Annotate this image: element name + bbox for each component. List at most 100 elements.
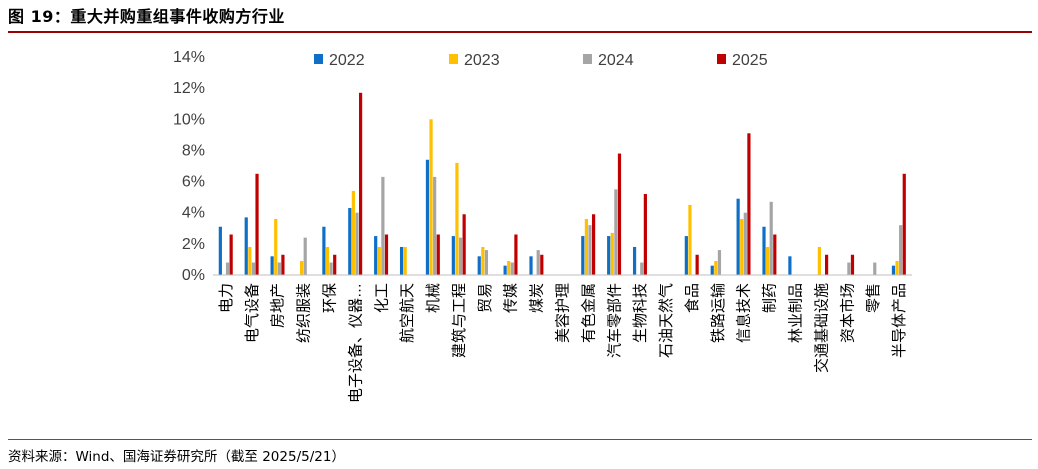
bar-chart: 0% 2% 4% 6% 8% 10% 12% 14% 电力 电气设备 房地产 纺织服装 环保 电子设备、… [173,49,912,403]
bar-2024 [277,262,281,275]
bar-2025 [333,254,337,275]
figure-title: 图 19：重大并购重组事件收购方行业 [8,7,285,26]
bar-2024 [225,262,230,275]
bar-2024 [769,201,773,275]
bar-2025 [617,153,622,275]
y-axis: 0% 2% 4% 6% 8% 10% 12% 14% [173,49,205,284]
x-tick-label: 美容护理 [555,283,572,343]
bar-2025 [462,214,466,275]
bar-2023 [377,246,381,275]
x-tick-label: 电力 [218,283,235,313]
x-tick-label: 汽车零部件 [606,283,623,358]
x-tick-label: 零售 [865,283,882,313]
bar-2022 [581,236,585,275]
bar-2024 [251,262,256,275]
bar-2025 [540,254,544,275]
legend-swatch-2022 [314,54,323,64]
bar-2022 [322,226,326,275]
bar-2022 [632,246,637,275]
bar-2023 [817,246,821,275]
x-tick-label: 电子设备、仪器… [347,283,364,403]
legend-swatch-2023 [449,54,458,64]
bars [218,92,906,275]
bar-2025 [747,133,751,275]
bar-2024 [717,250,722,275]
legend-swatch-2025 [717,54,726,64]
y-tick-label: 0% [182,267,205,284]
bar-2023 [895,260,899,275]
bar-2022 [425,159,430,275]
bar-2023 [740,218,744,275]
bar-2024 [355,212,359,275]
bar-2022 [891,265,896,275]
legend: 2022 2023 2024 2025 [314,52,768,69]
bar-2025 [591,214,596,275]
bar-2025 [695,254,699,275]
bar-2023 [351,190,355,275]
bar-2023 [455,162,459,275]
x-tick-label: 建筑与工程 [451,283,468,358]
bar-2022 [218,226,222,275]
bar-2023 [688,204,692,275]
bar-2025 [358,92,363,275]
bar-2023 [403,246,407,275]
bar-2024 [743,212,747,275]
x-tick-label: 化工 [373,283,390,313]
bar-2025 [643,194,647,275]
x-tick-label: 电气设备 [244,283,261,343]
y-tick-label: 14% [173,49,205,66]
bar-2022 [399,246,404,275]
x-tick-label: 铁路运输 [710,283,727,343]
x-tick-label: 房地产 [270,283,287,328]
x-tick-label: 航空航天 [399,283,416,343]
bar-2022 [736,198,740,275]
bar-2022 [684,236,688,275]
legend-label-2025: 2025 [732,52,768,69]
bar-2022 [529,256,533,275]
bar-2024 [484,250,489,275]
x-tick-label: 林业制品 [788,283,805,343]
bar-2025 [255,173,259,275]
bar-2024 [303,237,307,275]
x-tick-label: 食品 [684,283,701,313]
bar-2024 [536,250,540,275]
source-rule [8,439,1032,440]
bar-2025 [514,234,518,275]
bar-2022 [270,256,274,275]
bar-2024 [433,176,437,275]
bar-2024 [510,262,514,275]
x-tick-label: 煤炭 [529,283,546,313]
y-tick-label: 8% [182,142,205,159]
bar-2022 [762,226,766,275]
legend-swatch-2024 [583,54,592,64]
bar-2022 [788,256,792,275]
y-tick-label: 6% [182,174,205,191]
x-tick-label: 贸易 [477,283,494,313]
bar-2024 [329,262,333,275]
bar-2025 [850,254,855,275]
bar-2023 [274,218,278,275]
bar-2024 [588,225,592,275]
x-tick-label: 生物科技 [632,283,649,343]
x-axis: 电力 电气设备 房地产 纺织服装 环保 电子设备、仪器… 化工 航空航天 机械 建筑与工程 贸易 传媒… [213,274,912,403]
bar-2025 [824,254,829,275]
bar-2024 [614,189,618,275]
y-tick-label: 10% [173,111,205,128]
bar-2024 [847,262,851,275]
x-tick-label: 资本市场 [839,283,856,343]
bar-2023 [481,246,485,275]
legend-label-2023: 2023 [464,52,500,69]
bar-2025 [281,254,285,275]
x-tick-label: 交通基础设施 [812,283,830,373]
bar-2024 [873,262,877,275]
bar-2023 [610,232,614,275]
bar-2024 [899,225,903,275]
source-note: 资料来源：Wind、国海证券研究所（截至 2025/5/21） [8,449,345,465]
bar-2025 [384,234,389,275]
x-tick-label: 环保 [322,283,339,313]
bar-2023 [714,260,718,275]
bar-2024 [640,262,644,275]
bar-2022 [503,265,507,275]
x-tick-label: 石油天然气 [658,283,675,358]
bar-2023 [766,246,770,275]
